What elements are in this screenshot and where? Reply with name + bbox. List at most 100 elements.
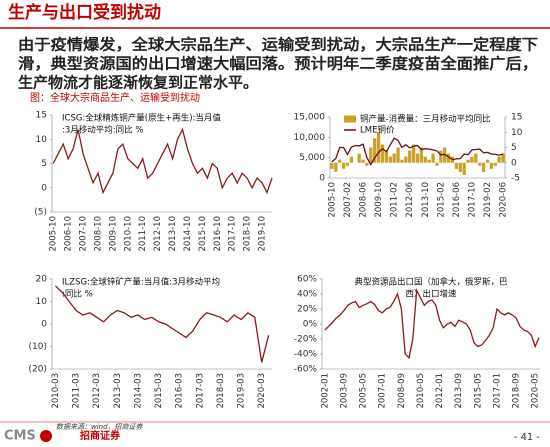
- y-tick-label: 5: [41, 159, 47, 169]
- x-tick-label: 2013-09: [454, 373, 464, 409]
- chart-title: ICSG:全球精炼铜产量(原生+再生):当月值: [62, 113, 221, 124]
- bar: [361, 159, 365, 163]
- x-tick-label: 2017-03: [195, 373, 205, 409]
- bar: [485, 159, 490, 163]
- x-tick-label: 2019-10: [258, 216, 268, 252]
- legend-swatch: [344, 115, 356, 123]
- x-tick-label: 2013-10: [421, 182, 431, 218]
- bar: [365, 162, 369, 166]
- y-tick-label: 0: [319, 174, 325, 184]
- x-tick-label: 2008-09: [397, 373, 407, 409]
- paragraph-line: 滑，典型资源国的出口增速大幅回落。预计明年二季度疫苗全面推广后，: [18, 55, 538, 73]
- x-tick-label: 2008-06: [359, 182, 369, 218]
- paragraph-line: 生产物流才能逐渐恢复到正常水平。: [18, 74, 258, 92]
- bar: [470, 156, 474, 163]
- x-tick-label: 2012-10: [153, 216, 163, 252]
- bar: [411, 144, 416, 163]
- y-tick-label: 10,000: [294, 133, 326, 143]
- bar: [369, 147, 373, 163]
- y2-tick-label: 0: [511, 158, 517, 168]
- x-tick-label: 2019-02: [483, 182, 493, 218]
- x-tick-label: 2006-10: [64, 216, 74, 252]
- x-tick-label: 2016-03: [175, 373, 185, 409]
- x-tick-label: 2010-10: [123, 216, 133, 252]
- page-title: 生产与出口受到扰动: [8, 2, 161, 23]
- bar: [481, 162, 486, 172]
- chart-title: :3月移动平均:同比 %: [62, 125, 143, 136]
- data-line: [52, 127, 273, 195]
- x-tick-label: 2010-03: [51, 373, 61, 409]
- y-tick-label: 20%: [297, 305, 317, 315]
- bar: [419, 147, 424, 163]
- logo-mark: [40, 430, 52, 442]
- x-tick-label: 2011-03: [72, 373, 82, 409]
- bar: [497, 156, 501, 163]
- x-tick-label: 2008-10: [93, 216, 103, 252]
- x-tick-label: 2016-06: [452, 182, 462, 218]
- x-tick-label: 2018-09: [512, 373, 522, 409]
- bar: [427, 159, 431, 163]
- page-number: - 41 -: [514, 432, 541, 443]
- x-tick-label: 2009-10: [108, 216, 118, 252]
- x-tick-label: 2020-03: [257, 373, 267, 409]
- bar: [439, 150, 443, 163]
- y2-tick-label: -5: [511, 174, 520, 184]
- bar: [338, 159, 342, 163]
- y-tick-label: 40%: [297, 290, 317, 300]
- y-tick-label: 5,000: [299, 153, 325, 163]
- bar: [423, 156, 427, 163]
- x-tick-label: 2018-03: [216, 373, 226, 409]
- bar: [408, 150, 412, 163]
- x-tick-label: 2002-01: [320, 373, 330, 409]
- y-tick-label: (10): [29, 342, 47, 352]
- y-tick-label: 20: [36, 275, 48, 285]
- y2-tick-label: 10: [511, 128, 523, 138]
- bar: [462, 162, 466, 175]
- bar: [330, 162, 334, 169]
- data-line: [324, 287, 540, 360]
- x-tick-label: 2005-10: [49, 216, 59, 252]
- x-tick-label: 2009-10: [374, 182, 384, 218]
- source-note: 数据来源：wind，招商证券: [56, 423, 144, 431]
- bar: [489, 162, 494, 169]
- figure-caption: 图：全球大宗商品生产、运输受到扰动: [30, 91, 200, 104]
- y-tick-label: 15,000: [294, 113, 326, 123]
- x-tick-label: 2017-01: [492, 373, 502, 409]
- bar: [454, 162, 459, 169]
- y-tick-label: 0: [41, 320, 47, 330]
- x-tick-label: 2015-02: [436, 182, 446, 218]
- bar: [384, 150, 389, 163]
- logo-cn: 招商证券: [80, 429, 121, 442]
- x-tick-label: 2013-10: [168, 216, 178, 252]
- bar: [466, 159, 470, 163]
- y-tick-label: 15: [36, 111, 47, 121]
- bar: [373, 138, 377, 163]
- x-tick-label: 2015-03: [154, 373, 164, 409]
- bar: [334, 162, 338, 172]
- x-tick-label: 2017-10: [467, 182, 477, 218]
- x-tick-label: 2005-05: [359, 373, 369, 409]
- bar: [458, 162, 462, 172]
- x-tick-label: 2012-01: [435, 373, 445, 409]
- x-tick-label: 2013-03: [113, 373, 123, 409]
- chart-title: 西）出口增速: [405, 289, 457, 300]
- logo-latin: CMS: [4, 429, 36, 444]
- x-tick-label: 2007-02: [343, 182, 353, 218]
- bar: [404, 156, 408, 163]
- data-line: [54, 285, 270, 363]
- x-tick-label: 2005-10: [327, 182, 337, 218]
- x-tick-label: 2010-05: [416, 373, 426, 409]
- chart-title: :同比 %: [62, 289, 93, 300]
- x-tick-label: 2007-01: [378, 373, 388, 409]
- x-tick-label: 2020-05: [531, 373, 541, 409]
- bar: [380, 144, 385, 163]
- x-tick-label: 2007-10: [79, 216, 89, 252]
- y-tick-label: 0%: [303, 320, 318, 330]
- y2-tick-label: 5: [511, 143, 517, 153]
- x-tick-label: 2012-03: [92, 373, 102, 409]
- bar: [415, 153, 420, 163]
- bar: [345, 162, 350, 166]
- x-tick-label: 2003-09: [339, 373, 349, 409]
- bar: [478, 162, 482, 166]
